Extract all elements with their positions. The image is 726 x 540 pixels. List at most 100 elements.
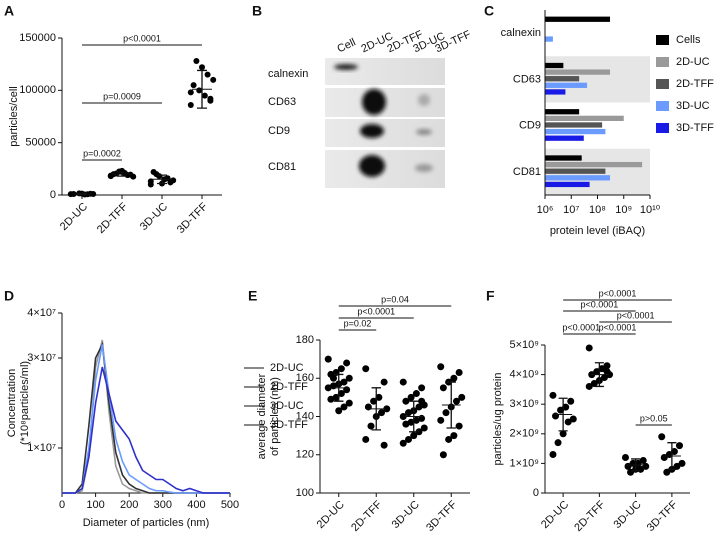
data-point: [130, 173, 137, 180]
x-tick-label: 2D-TFF: [349, 498, 384, 533]
x-tick-label: 10⁸: [589, 204, 606, 216]
y-tick-label: 4×10⁹: [510, 369, 540, 381]
legend-swatch: [656, 101, 669, 111]
data-point: [415, 403, 423, 411]
data-point: [399, 439, 407, 447]
data-point: [337, 365, 345, 373]
data-point: [600, 374, 608, 382]
comparison-label: p=0.0002: [83, 148, 121, 158]
y-axis-label: Concentration: [6, 369, 18, 438]
x-tick-label: 3D-UC: [390, 499, 422, 531]
y-tick-label: 5×10⁹: [510, 339, 540, 351]
data-point: [190, 82, 197, 89]
x-tick-label: 2D-UC: [539, 499, 571, 531]
y-tick-label: 50000: [25, 137, 56, 149]
blot-band: [416, 129, 432, 135]
data-point: [678, 459, 686, 467]
x-tick-label: 0: [59, 499, 65, 511]
bar: [545, 181, 590, 188]
data-point: [564, 418, 572, 426]
bar: [545, 76, 580, 82]
legend-label: 2D-UC: [676, 56, 710, 68]
data-point: [90, 190, 97, 197]
bar: [545, 89, 566, 95]
y-tick-label: 3×10⁷: [27, 352, 56, 364]
y-tick-label: 160: [296, 372, 314, 384]
legend-label: 2D-TFF: [270, 381, 308, 393]
bar: [545, 128, 606, 135]
y-tick-label: CD9: [519, 120, 541, 132]
sd-bar: [334, 373, 344, 402]
x-tick-label: 3D-TFF: [175, 200, 210, 235]
blot-strip: [325, 58, 445, 85]
comparison-label: p<0.0001: [357, 306, 395, 316]
sd-bar: [667, 442, 677, 470]
data-point: [455, 369, 463, 377]
data-point: [370, 397, 378, 405]
x-tick-label: 300: [154, 499, 172, 511]
blot-band: [359, 155, 385, 177]
data-point: [196, 87, 203, 94]
x-tick-label: 10⁶: [537, 204, 554, 216]
row-label: CD63: [268, 96, 296, 108]
y-axis-label: average diameter: [256, 373, 268, 459]
data-point: [590, 379, 598, 387]
sd-bar: [631, 458, 641, 472]
row-label: CD81: [268, 161, 296, 173]
panel-label: E: [248, 288, 257, 304]
legend-label: 3D-UC: [676, 100, 710, 112]
data-point: [210, 76, 217, 83]
comparison-label: p=0.0009: [103, 91, 141, 101]
data-point: [330, 374, 337, 382]
data-point: [193, 58, 200, 65]
comparison-label: p>0.05: [640, 413, 668, 423]
data-point: [418, 397, 426, 405]
sd-bar: [409, 400, 419, 433]
x-tick-label: 500: [221, 499, 239, 511]
y-tick-label: 100000: [19, 84, 56, 96]
data-point: [567, 397, 575, 405]
data-point: [418, 384, 426, 392]
data-point: [402, 420, 410, 428]
y-tick-label: 2×10⁹: [510, 428, 540, 440]
bar: [545, 135, 584, 141]
data-point: [340, 378, 348, 386]
comparison-label: p<0.0001: [123, 33, 161, 43]
data-point: [324, 384, 332, 392]
panel-label: B: [252, 3, 262, 19]
x-tick-label: 2D-UC: [58, 201, 90, 233]
sd-bar: [446, 381, 456, 429]
legend-label: 2D-TFF: [676, 78, 714, 90]
data-point: [557, 406, 565, 414]
data-point: [673, 462, 681, 470]
data-point: [332, 393, 340, 401]
data-point: [362, 365, 370, 373]
data-point: [405, 409, 412, 417]
data-point: [399, 378, 407, 386]
data-point: [362, 435, 370, 443]
y-axis-label: particles/ug protein: [492, 373, 504, 466]
x-tick-label: 10¹⁰: [640, 204, 661, 216]
panel-label: D: [4, 288, 14, 304]
data-point: [407, 393, 415, 401]
sd-bar: [157, 174, 167, 185]
data-point: [343, 359, 351, 367]
data-point: [364, 403, 372, 411]
x-tick-label: 200: [120, 499, 138, 511]
data-point: [367, 422, 375, 430]
panel-label: F: [486, 288, 495, 304]
data-point: [375, 393, 383, 401]
x-axis-label: Diameter of particles (nm): [83, 517, 210, 529]
data-point: [569, 415, 577, 423]
y-axis-label: of particles (nm): [269, 377, 281, 456]
data-point: [437, 363, 445, 371]
data-point: [562, 403, 570, 411]
data-point: [327, 395, 335, 403]
y-tick-label: 0: [50, 189, 56, 201]
data-point: [153, 171, 160, 178]
y-tick-label: 4×10⁷: [27, 307, 56, 319]
data-point: [549, 451, 557, 459]
data-point: [437, 416, 445, 424]
legend-swatch: [656, 79, 669, 89]
